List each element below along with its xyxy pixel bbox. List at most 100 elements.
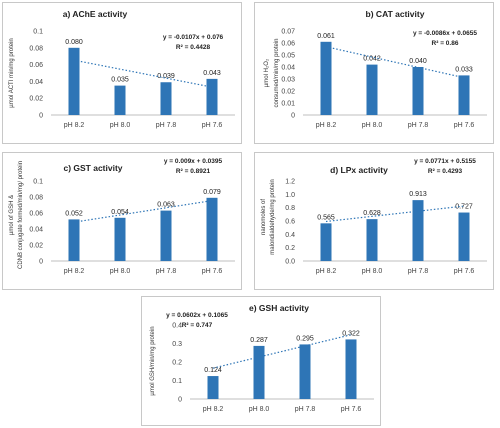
cat-bar [412,67,424,115]
cat-bar [320,41,332,115]
lpx-value-label: 0.565 [317,214,335,221]
gst-chart: c) GST activity 0 0.02 0.04 0.06 0.08 0.1 µmol … [9,158,235,275]
cat-bar [366,64,378,115]
lpx-category-label: pH 7.6 [454,268,475,275]
gst-value-label: 0.052 [65,210,83,217]
lpx-y-tick: 0.0 [285,259,295,266]
lpx-y-tick: 1.2 [285,179,295,186]
gsh-y-tick: 0.2 [172,360,182,367]
gst-y-tick: 0.1 [33,179,43,186]
cat-y-tick: 0 [291,113,295,120]
lpx-bar [412,200,424,261]
gst-trendline [73,200,213,223]
gst-trend-equation: y = 0.009x + 0.0395 [164,158,223,165]
panel-lpx: d) LPx activity 0.0 0.2 0.4 0.6 0.8 1.0 1.2 nano… [254,152,494,290]
gst-y-axis-label: µmol of GSH & [9,195,15,235]
ache-y-tick: 0.1 [33,29,43,36]
gsh-trend-equation: y = 0.0602x + 0.1065 [166,312,228,319]
lpx-value-label: 0.913 [409,191,427,198]
gst-category-label: pH 7.6 [202,268,223,275]
gst-y-tick: 0.04 [29,227,43,234]
gsh-category-label: pH 7.6 [341,406,362,413]
gst-bar [68,219,80,261]
ache-y-tick: 0 [39,113,43,120]
ache-category-label: pH 8.2 [64,122,85,129]
gsh-chart: e) GSH activity 0 0.1 0.2 0.3 0.4 µmol GSH/min… [150,303,374,413]
ache-trend-equation: y = -0.0107x + 0.076 [163,34,224,41]
lpx-bar [458,212,470,261]
panel-gst: c) GST activity 0 0.02 0.04 0.06 0.08 0.1 µmol … [2,152,242,290]
lpx-y-tick: 0.8 [285,205,295,212]
cat-category-label: pH 7.6 [454,122,475,129]
gsh-value-label: 0.322 [342,330,360,337]
lpx-category-label: pH 8.0 [362,268,383,275]
gsh-bar [299,344,311,399]
gst-y-axis-label-line2: CDNB conjugate formed/min/mg/ protein [18,161,24,269]
gst-bar [160,210,172,261]
cat-y-axis-label: µmol H₂O₂ [264,58,270,87]
lpx-bar [366,219,378,261]
gst-value-label: 0.054 [111,209,129,216]
cat-bar [458,75,470,115]
lpx-y-tick: 0.2 [285,245,295,252]
cat-trend-equation: y = -0.0086x + 0.0655 [413,30,477,37]
lpx-y-axis-label-line2: malondialdehyde/mg protein [270,179,276,254]
cat-y-tick: 0.02 [281,89,295,96]
ache-title: a) AChE activity [63,9,128,19]
gsh-value-label: 0.295 [296,335,314,342]
gsh-y-tick: 0.4 [172,323,182,330]
gsh-value-label: 0.124 [204,367,222,374]
lpx-y-tick: 0.4 [285,232,295,239]
ache-category-label: pH 7.8 [156,122,177,129]
cat-value-label: 0.061 [317,33,335,40]
cat-y-tick: 0.04 [281,65,295,72]
cat-title: b) CAT activity [366,9,425,19]
gst-category-label: pH 8.0 [110,268,131,275]
gsh-trend-r2: R² = 0.747 [182,322,213,329]
lpx-chart: d) LPx activity 0.0 0.2 0.4 0.6 0.8 1.0 1.2 nano… [261,158,487,275]
lpx-category-label: pH 7.8 [408,268,429,275]
ache-value-label: 0.035 [111,77,129,84]
gst-y-tick: 0 [39,259,43,266]
ache-trendline [73,59,213,88]
gsh-y-tick: 0.1 [172,378,182,385]
gsh-y-tick: 0 [178,397,182,404]
panel-ache: a) AChE activity 0 0.02 0.04 0.06 0.08 0.1 µmol… [2,2,242,144]
ache-bar [206,78,218,115]
lpx-y-axis-label: nanomoles of [261,199,267,235]
ache-y-tick: 0.06 [29,62,43,69]
gsh-title: e) GSH activity [249,303,309,313]
gst-y-tick: 0.06 [29,211,43,218]
gst-trend-r2: R² = 0.8921 [176,168,211,175]
ache-value-label: 0.043 [203,70,221,77]
gst-value-label: 0.063 [157,202,175,209]
cat-value-label: 0.040 [409,58,427,65]
lpx-y-tick: 0.6 [285,219,295,226]
ache-y-tick: 0.08 [29,45,43,52]
lpx-trend-equation: y = 0.0771x + 0.5155 [414,158,476,165]
lpx-y-tick: 1.0 [285,192,295,199]
cat-category-label: pH 8.2 [316,122,337,129]
cat-chart: b) CAT activity 0 0.01 0.02 0.03 0.04 0.05 0.06… [264,9,487,129]
gst-category-label: pH 7.8 [156,268,177,275]
cat-value-label: 0.033 [455,66,473,73]
gst-value-label: 0.079 [203,189,221,196]
ache-category-label: pH 8.0 [110,122,131,129]
cat-y-tick: 0.01 [281,101,295,108]
gsh-category-label: pH 8.2 [203,406,224,413]
cat-trendline [325,46,465,79]
gsh-value-label: 0.287 [250,337,268,344]
cat-value-label: 0.042 [363,56,381,63]
gsh-bar [207,376,219,399]
gst-y-tick: 0.08 [29,195,43,202]
gsh-trendline [212,334,352,369]
ache-bar [68,47,80,115]
gst-bar [114,217,126,261]
ache-category-label: pH 7.6 [202,122,223,129]
gsh-category-label: pH 7.8 [295,406,316,413]
cat-y-tick: 0.03 [281,77,295,84]
gst-y-tick: 0.02 [29,243,43,250]
ache-value-label: 0.080 [65,39,83,46]
cat-trend-r2: R² = 0.86 [432,40,459,47]
lpx-trend-r2: R² = 0.4293 [428,168,463,175]
